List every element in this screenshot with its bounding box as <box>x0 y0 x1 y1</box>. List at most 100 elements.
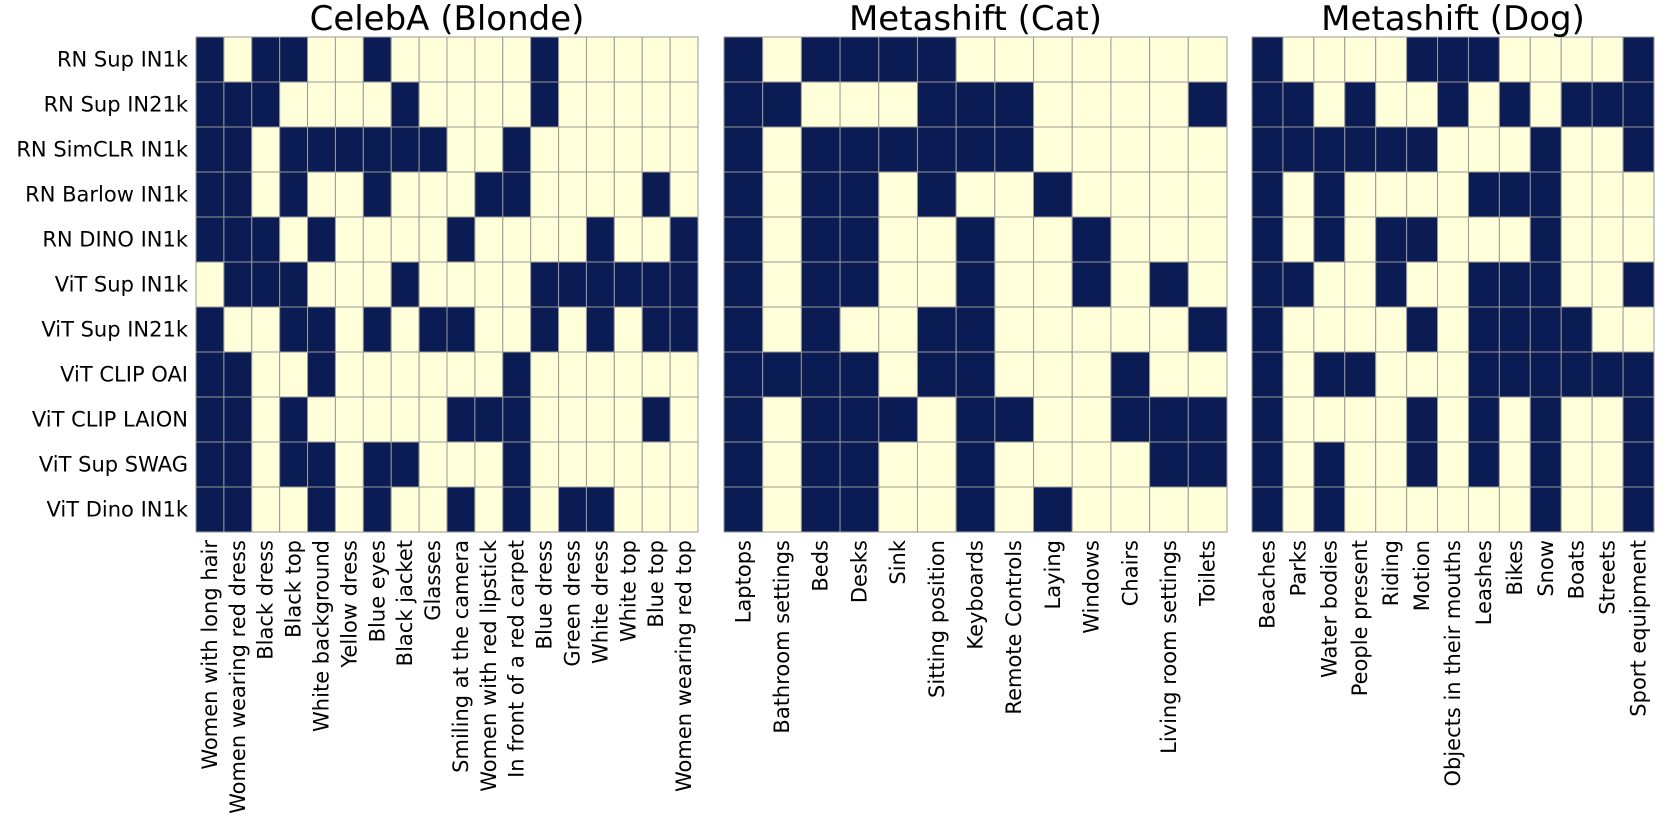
heatmap-cell <box>1560 261 1593 308</box>
heatmap-cell <box>1251 126 1284 173</box>
heatmap-cell <box>1591 351 1624 398</box>
heatmap-cell <box>1033 441 1073 488</box>
heatmap-cell <box>585 36 615 83</box>
heatmap-cell <box>474 126 504 173</box>
heatmap-cell <box>613 81 643 128</box>
heatmap-cell <box>1498 126 1531 173</box>
column-label-remote-controls: Remote Controls <box>1002 540 1026 715</box>
heatmap-cell <box>669 261 699 308</box>
heatmap-cell <box>558 306 587 353</box>
heatmap-cell <box>1622 396 1655 443</box>
heatmap-cell <box>1282 261 1315 308</box>
heatmap-cell <box>390 261 420 308</box>
heatmap-cell <box>1344 441 1377 488</box>
heatmap-cell <box>613 36 643 83</box>
heatmap-cell <box>723 36 764 83</box>
heatmap-cell <box>1406 351 1439 398</box>
column-label-green-dress: Green dress <box>561 540 585 667</box>
heatmap-cell <box>502 351 532 398</box>
heatmap-cell <box>955 171 996 218</box>
heatmap-cell <box>446 306 476 353</box>
heatmap-cell <box>878 396 918 443</box>
heatmap-cell <box>1282 126 1315 173</box>
heatmap-cell <box>418 261 448 308</box>
heatmap-cell <box>334 261 364 308</box>
heatmap-cell <box>641 36 671 83</box>
heatmap-cell <box>390 36 420 83</box>
heatmap-cell <box>800 486 841 533</box>
heatmap-cell <box>1529 81 1562 128</box>
heatmap-cell <box>1437 36 1469 83</box>
panel-title-metashift-cat: Metashift (Cat) <box>849 0 1102 39</box>
heatmap-cell <box>1110 171 1151 218</box>
heatmap-cell <box>1251 81 1284 128</box>
heatmap-cell <box>1344 396 1377 443</box>
heatmap-cell <box>1375 351 1408 398</box>
heatmap-cell <box>1033 261 1073 308</box>
heatmap-cell <box>1071 396 1112 443</box>
heatmap-cell <box>1313 261 1346 308</box>
heatmap-cell <box>762 486 802 533</box>
row-label-rn-sup-in21k: RN Sup IN21k <box>44 93 189 117</box>
heatmap-cell <box>1313 36 1346 83</box>
heatmap-cell <box>362 171 392 218</box>
heatmap-cell <box>955 441 996 488</box>
heatmap-cell <box>916 351 957 398</box>
heatmap-cell <box>1282 306 1315 353</box>
heatmap-cell <box>1251 396 1284 443</box>
heatmap-cell <box>502 306 532 353</box>
heatmap-cell <box>723 441 764 488</box>
heatmap-cell <box>251 171 281 218</box>
heatmap-cell <box>1110 261 1151 308</box>
heatmap-cell <box>1033 216 1073 263</box>
heatmap-cell <box>1560 36 1593 83</box>
heatmap-cell <box>390 486 420 533</box>
heatmap-cell <box>195 81 225 128</box>
column-label-chairs: Chairs <box>1118 540 1142 606</box>
column-label-beds: Beds <box>809 540 833 592</box>
heatmap-cell <box>1187 441 1228 488</box>
heatmap-cell <box>502 81 532 128</box>
heatmap-cell <box>641 306 671 353</box>
heatmap-cell <box>613 126 643 173</box>
heatmap-cell <box>1560 486 1593 533</box>
heatmap-cell <box>955 396 996 443</box>
heatmap-cell <box>1251 36 1284 83</box>
heatmap-cell <box>762 171 802 218</box>
heatmap-cell <box>474 36 504 83</box>
heatmap-cell <box>1375 36 1408 83</box>
row-label-vit-sup-in21k: ViT Sup IN21k <box>41 318 189 342</box>
heatmap-cell <box>1313 351 1346 398</box>
heatmap-cell <box>878 216 918 263</box>
heatmap-cell <box>195 486 225 533</box>
heatmap-cell <box>1071 126 1112 173</box>
heatmap-cell <box>1071 306 1112 353</box>
column-label-beaches: Beaches <box>1255 540 1279 629</box>
column-label-bikes: Bikes <box>1503 540 1527 596</box>
heatmap-cell <box>641 441 671 488</box>
heatmap-cell <box>1591 81 1624 128</box>
heatmap-cell <box>334 486 364 533</box>
heatmap-cell <box>585 306 615 353</box>
heatmap-cell <box>1560 216 1593 263</box>
column-label-leashes: Leashes <box>1472 540 1496 625</box>
heatmap-cell <box>916 36 957 83</box>
heatmap-cell <box>1498 441 1531 488</box>
heatmap-cell <box>585 261 615 308</box>
heatmap-cell <box>502 441 532 488</box>
heatmap-labels: CelebA (Blonde)Women with long hair Women… <box>16 0 1650 814</box>
heatmap-cell <box>558 441 587 488</box>
heatmap-cell <box>1033 36 1073 83</box>
row-label-rn-simclr-in1k: RN SimCLR IN1k <box>16 138 188 162</box>
row-label-vit-clip-oai: ViT CLIP OAI <box>60 363 188 387</box>
heatmap-cell <box>502 126 532 173</box>
heatmap-cell <box>1282 81 1315 128</box>
heatmap-cell <box>362 441 392 488</box>
column-label-glasses: Glasses <box>421 540 445 621</box>
heatmap-cell <box>474 396 504 443</box>
heatmap-cell <box>446 171 476 218</box>
heatmap-cell <box>1149 306 1189 353</box>
heatmap-cell <box>530 261 560 308</box>
heatmap-cell <box>723 171 764 218</box>
heatmap-cell <box>1498 216 1531 263</box>
